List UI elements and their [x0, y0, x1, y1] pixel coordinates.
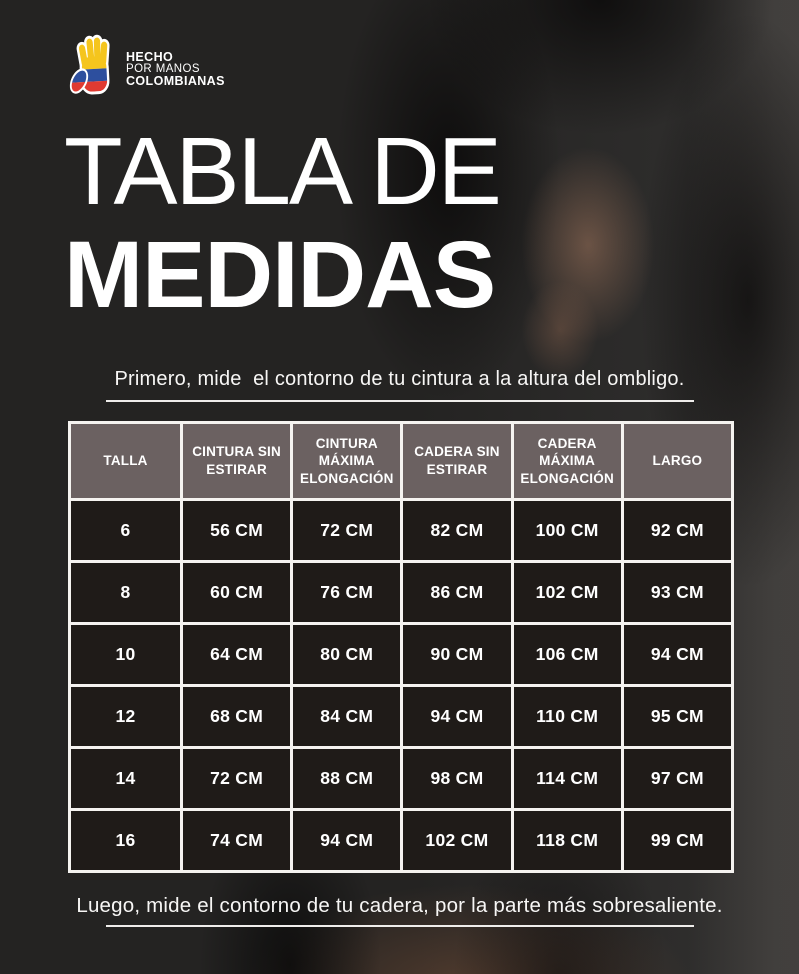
measurement-cell: 114 CM: [510, 746, 624, 811]
measurement-cell: 82 CM: [400, 498, 514, 563]
size-cell: 10: [68, 622, 183, 687]
measurement-cell: 64 CM: [179, 622, 294, 687]
table-row: 10 64 CM 80 CM 90 CM 106 CM 94 CM: [68, 622, 735, 687]
table-row: 6 56 CM 72 CM 82 CM 100 CM 92 CM: [68, 498, 735, 563]
measurement-cell: 100 CM: [510, 498, 624, 563]
measurement-cell: 56 CM: [179, 498, 294, 563]
column-header: LARGO: [620, 421, 735, 501]
logo-line-colombianas: COLOMBIANAS: [126, 74, 225, 88]
divider-line-top: [106, 400, 694, 402]
measurement-cell: 97 CM: [620, 746, 735, 811]
table-row: 16 74 CM 94 CM 102 CM 118 CM 99 CM: [68, 808, 735, 873]
size-cell: 12: [68, 684, 183, 749]
measurement-cell: 99 CM: [620, 808, 735, 873]
measurement-cell: 106 CM: [510, 622, 624, 687]
size-cell: 8: [68, 560, 183, 625]
measurement-cell: 68 CM: [179, 684, 294, 749]
measurement-cell: 84 CM: [290, 684, 404, 749]
table-row: 8 60 CM 76 CM 86 CM 102 CM 93 CM: [68, 560, 735, 625]
waist-instruction-text: Primero, mide el contorno de tu cintura …: [114, 368, 685, 390]
measurement-cell: 80 CM: [290, 622, 404, 687]
column-header: CADERA SIN ESTIRAR: [400, 421, 514, 501]
measurement-cell: 94 CM: [400, 684, 514, 749]
title-line-2: MEDIDAS: [64, 222, 496, 328]
column-header: CINTURA MÁXIMA ELONGACIÓN: [290, 421, 404, 501]
brand-logo-text: HECHO POR MANOS COLOMBIANAS: [126, 50, 225, 88]
measurement-cell: 90 CM: [400, 622, 514, 687]
column-header: CINTURA SIN ESTIRAR: [179, 421, 294, 501]
size-table-header: TALLA CINTURA SIN ESTIRAR CINTURA MÁXIMA E…: [68, 421, 735, 501]
column-header: CADERA MÁXIMA ELONGACIÓN: [510, 421, 624, 501]
measurement-cell: 88 CM: [290, 746, 404, 811]
title-line-1: TABLA DE: [64, 118, 502, 225]
measurement-cell: 94 CM: [620, 622, 735, 687]
hip-instruction-text: Luego, mide el contorno de tu cadera, po…: [76, 894, 723, 917]
size-table-body: 6 56 CM 72 CM 82 CM 100 CM 92 CM 8 60 CM 76 CM 86…: [68, 498, 735, 873]
size-measurements-table: TALLA CINTURA SIN ESTIRAR CINTURA MÁXIMA E…: [68, 421, 735, 873]
measurement-cell: 102 CM: [400, 808, 514, 873]
size-cell: 14: [68, 746, 183, 811]
table-row: 12 68 CM 84 CM 94 CM 110 CM 95 CM: [68, 684, 735, 749]
measurement-cell: 76 CM: [290, 560, 404, 625]
divider-line-bottom: [106, 925, 694, 927]
measurement-cell: 92 CM: [620, 498, 735, 563]
measurement-cell: 93 CM: [620, 560, 735, 625]
page-title: TABLA DE MEDIDAS: [64, 118, 502, 328]
brand-logo: HECHO POR MANOS COLOMBIANAS: [68, 34, 225, 104]
logo-line-por-manos: POR MANOS: [126, 63, 200, 75]
hand-colombian-flag-icon: [68, 34, 110, 95]
measurement-cell: 94 CM: [290, 808, 404, 873]
measurement-cell: 110 CM: [510, 684, 624, 749]
measurement-cell: 72 CM: [290, 498, 404, 563]
measurement-cell: 60 CM: [179, 560, 294, 625]
table-row: 14 72 CM 88 CM 98 CM 114 CM 97 CM: [68, 746, 735, 811]
measurement-cell: 95 CM: [620, 684, 735, 749]
measurement-cell: 102 CM: [510, 560, 624, 625]
measurement-cell: 74 CM: [179, 808, 294, 873]
measurement-cell: 86 CM: [400, 560, 514, 625]
measurement-cell: 72 CM: [179, 746, 294, 811]
logo-line-hecho: HECHO: [126, 50, 174, 64]
measurement-cell: 118 CM: [510, 808, 624, 873]
size-cell: 6: [68, 498, 183, 563]
size-cell: 16: [68, 808, 183, 873]
measurement-cell: 98 CM: [400, 746, 514, 811]
column-header: TALLA: [68, 421, 183, 501]
header-row: TALLA CINTURA SIN ESTIRAR CINTURA MÁXIMA E…: [68, 421, 735, 501]
